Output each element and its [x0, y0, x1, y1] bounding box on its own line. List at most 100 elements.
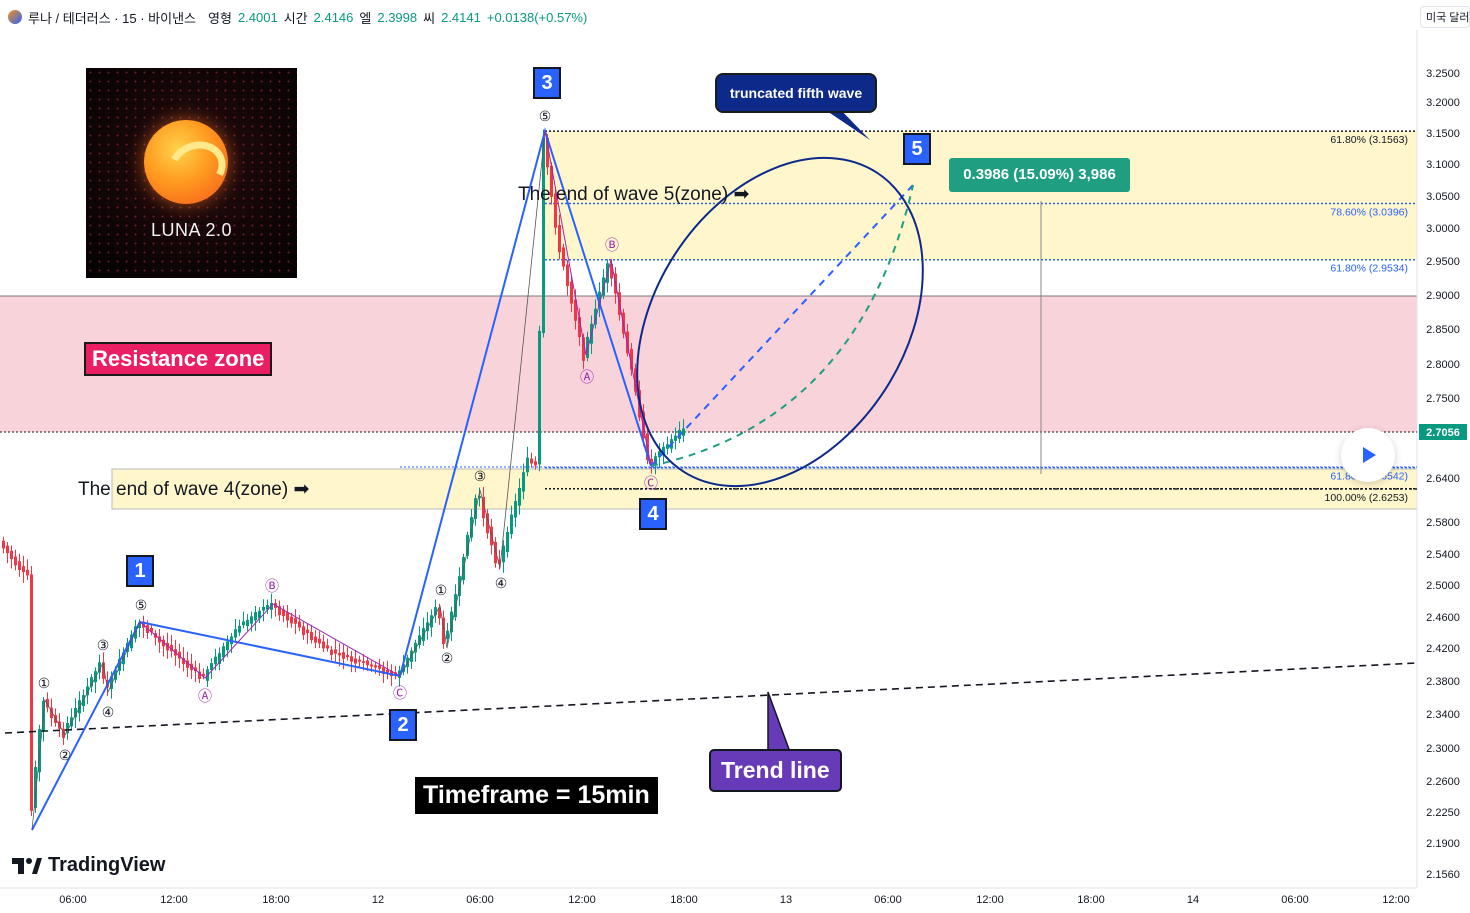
candle-body [162, 639, 165, 647]
candle-body [682, 428, 685, 436]
candle-body [506, 531, 509, 553]
candle-body [270, 602, 273, 610]
candle-body [262, 606, 265, 611]
minor-wave-mark: Ⓒ [393, 685, 407, 701]
candle-body [246, 619, 249, 627]
candle-body [102, 662, 105, 679]
candle-body [570, 281, 573, 304]
x-tick-label: 18:00 [1077, 894, 1105, 906]
x-tick-label: 18:00 [262, 894, 290, 906]
candle-body [282, 609, 285, 617]
logo-caption: LUNA 2.0 [150, 220, 233, 240]
candle-body [518, 487, 521, 506]
candle-body [286, 612, 289, 621]
tradingview-logo[interactable]: TradingView [12, 854, 165, 877]
candle-body [86, 686, 89, 696]
wave-4-marker: 4 [639, 498, 667, 530]
y-tick-label: 2.5400 [1426, 549, 1460, 561]
y-tick-label: 2.3400 [1426, 709, 1460, 721]
candle-body [342, 652, 345, 659]
minor-wave-mark: Ⓐ [580, 369, 594, 385]
candle-body [382, 667, 385, 675]
candle-body [46, 699, 49, 708]
y-tick-label: 2.5800 [1426, 517, 1460, 529]
candle-body [322, 641, 325, 649]
candle-body [118, 658, 121, 671]
candle-body [514, 501, 517, 518]
candle-body [442, 617, 445, 645]
candle-body [530, 458, 533, 464]
truncated-wave-label: truncated fifth wave [715, 73, 877, 113]
y-tick-label: 2.2600 [1426, 776, 1460, 788]
y-tick-label: 2.6400 [1426, 473, 1460, 485]
candle-body [18, 561, 21, 570]
candle-body [558, 225, 561, 253]
candle-body [306, 629, 309, 634]
candle-body [354, 658, 357, 664]
candle-body [438, 607, 441, 619]
candle-body [466, 534, 469, 556]
y-tick-label: 2.4200 [1426, 643, 1460, 655]
x-tick-label: 06:00 [466, 894, 494, 906]
wave-5-marker: 5 [903, 133, 931, 165]
fib-label: 61.80% (2.9534) [1330, 263, 1408, 275]
candle-body [74, 708, 77, 718]
candle-body [482, 496, 485, 519]
symbol-title[interactable]: 루나 / 테더러스 · 15 · 바이낸스 [28, 10, 197, 26]
candle-body [22, 566, 25, 573]
minor-wave1-line [31, 621, 141, 831]
minor-wave-mark: ④ [495, 575, 508, 591]
play-icon[interactable] [1341, 428, 1395, 482]
candle-body [526, 457, 529, 473]
y-tick-label: 2.2250 [1426, 807, 1460, 819]
candle-body [10, 550, 13, 560]
candle-body [338, 652, 341, 656]
x-tick-label: 12:00 [1382, 894, 1410, 906]
minor-wave-mark: ① [435, 582, 448, 598]
candle-body [574, 299, 577, 321]
low-value: 2.3998 [377, 9, 418, 25]
candle-body [610, 263, 613, 279]
candle-body [66, 723, 69, 734]
candle-body [178, 651, 181, 659]
candle-body [486, 513, 489, 534]
candle-body [50, 707, 53, 719]
candle-body [666, 444, 669, 449]
y-tick-label: 2.5000 [1426, 580, 1460, 592]
candle-body [182, 657, 185, 665]
candle-body [198, 671, 201, 679]
minor-wave-mark: Ⓑ [605, 237, 619, 253]
open-value: 2.4001 [237, 9, 278, 25]
candle-body [218, 653, 221, 664]
y-tick-label: 2.1560 [1426, 869, 1460, 881]
high-label: 시간 [283, 10, 308, 26]
trend-callout-tail [767, 691, 792, 753]
open-label: 영형 [208, 10, 232, 26]
candle-body [278, 606, 281, 616]
y-tick-label: 2.1900 [1426, 838, 1460, 850]
y-tick-label: 2.3000 [1426, 743, 1460, 755]
candle-body [202, 673, 205, 677]
candle-body [6, 545, 9, 554]
x-tick-label: 13 [780, 894, 792, 906]
candle-body [294, 618, 297, 624]
candle-body [362, 661, 365, 664]
candle-body [146, 625, 149, 633]
currency-button[interactable]: 미국 달러 [1420, 6, 1470, 28]
candle-body [242, 621, 245, 626]
candle-body [538, 330, 541, 465]
current-price-tag [1419, 424, 1467, 440]
candle-body [402, 664, 405, 672]
change-value: +0.0138(+0.57%) [486, 9, 588, 25]
price-axis[interactable]: 3.2500 3.2000 3.1500 3.1000 3.0500 3.0000 2.95… [1426, 68, 1460, 881]
y-tick-label: 2.7500 [1426, 393, 1460, 405]
y-tick-label: 3.0500 [1426, 191, 1460, 203]
candle-body [330, 649, 333, 655]
minor-wave-mark: Ⓒ [644, 475, 658, 491]
candle-body [378, 665, 381, 669]
candle-body [374, 665, 377, 668]
candle-body [446, 630, 449, 640]
time-axis[interactable]: 06:00 12:00 18:00 12 06:00 12:00 18:00 13 06:00 1… [59, 894, 1410, 906]
candle-body [334, 649, 337, 654]
